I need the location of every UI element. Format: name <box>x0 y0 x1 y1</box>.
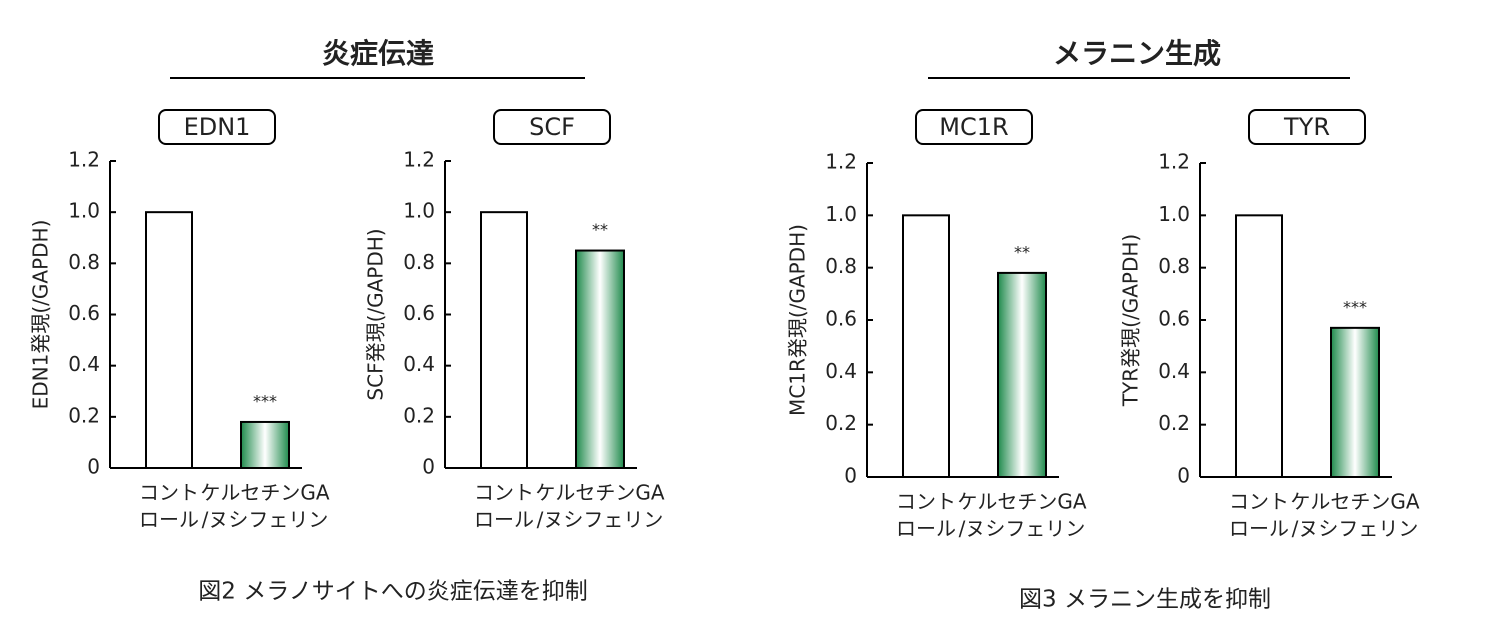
y-tick-label: 0 <box>844 464 857 488</box>
bar <box>1235 214 1283 478</box>
panel-title-box <box>915 109 1033 145</box>
figure-caption: 図2 メラノサイトへの炎症伝達を抑制 <box>198 579 587 605</box>
y-tick-label: 1.0 <box>68 199 100 223</box>
panel-title: EDN1 <box>184 113 251 141</box>
y-axis-label: TYR発現(/GAPDH) <box>1119 234 1143 407</box>
y-tick-label: 0 <box>87 455 100 479</box>
y-tick-label: 0.4 <box>68 352 100 376</box>
significance: *** <box>253 391 277 410</box>
panel-title: TYR <box>1283 113 1330 141</box>
y-tick-label: 0.8 <box>68 250 100 274</box>
y-tick-label: 0.6 <box>825 307 857 331</box>
y-tick-label: 0.8 <box>1158 254 1190 278</box>
y-tick-label: 0.6 <box>68 301 100 325</box>
panel-title: MC1R <box>939 113 1008 141</box>
bar <box>480 211 528 469</box>
y-tick-label: 0 <box>422 455 435 479</box>
x-tick-label: /ヌシフェリン <box>202 508 329 532</box>
panel-title-box <box>1248 109 1366 145</box>
y-tick-label: 1.2 <box>68 148 100 172</box>
x-tick-label: ケルセチンGA <box>535 481 664 505</box>
y-tick-label: 0.4 <box>403 352 435 376</box>
y-tick-label: 0.6 <box>403 301 435 325</box>
x-tick-label: ロール <box>139 508 199 532</box>
x-tick-label: /ヌシフェリン <box>1292 517 1419 541</box>
x-tick-label: ケルセチンGA <box>1290 490 1419 514</box>
y-tick-label: 0.2 <box>68 403 100 427</box>
y-axis-label: EDN1発現(/GAPDH) <box>29 220 53 410</box>
y-tick-label: 0.2 <box>825 411 857 435</box>
bar <box>997 271 1047 478</box>
bar <box>145 211 193 469</box>
y-axis-label: SCF発現(/GAPDH) <box>364 228 388 400</box>
y-tick-label: 1.2 <box>1158 150 1190 174</box>
significance: ** <box>1014 242 1030 261</box>
significance: *** <box>1343 297 1367 316</box>
figure-caption: 図3 メラニン生成を抑制 <box>1019 587 1271 613</box>
panel-title-box <box>158 109 276 145</box>
y-tick-label: 1.0 <box>403 199 435 223</box>
y-tick-label: 1.2 <box>403 148 435 172</box>
y-axis-label: MC1R発現(/GAPDH) <box>786 224 810 416</box>
x-tick-label: コント <box>1229 490 1289 514</box>
y-tick-label: 0.8 <box>403 250 435 274</box>
x-tick-label: コント <box>474 481 534 505</box>
y-tick-label: 0.8 <box>825 254 857 278</box>
x-tick-label: /ヌシフェリン <box>537 508 664 532</box>
bar <box>240 420 290 470</box>
x-tick-label: ケルセチンGA <box>200 481 329 505</box>
x-tick-label: コント <box>896 490 956 514</box>
y-tick-label: 0.4 <box>1158 359 1190 383</box>
y-tick-label: 1.2 <box>825 150 857 174</box>
x-tick-label: /ヌシフェリン <box>959 517 1086 541</box>
group-title: メラニン生成 <box>1053 37 1221 70</box>
y-tick-label: 0.6 <box>1158 307 1190 331</box>
panel-title: SCF <box>529 113 575 141</box>
group-title: 炎症伝達 <box>322 37 434 70</box>
x-tick-label: ロール <box>896 517 956 541</box>
y-tick-label: 0.2 <box>1158 411 1190 435</box>
x-tick-label: コント <box>139 481 199 505</box>
significance: ** <box>592 220 608 239</box>
y-tick-label: 0.4 <box>825 359 857 383</box>
panel-title-box <box>493 109 611 145</box>
x-tick-label: ケルセチンGA <box>957 490 1086 514</box>
bar <box>1330 326 1380 478</box>
bar <box>902 214 950 478</box>
y-tick-label: 0 <box>1177 464 1190 488</box>
y-tick-label: 1.0 <box>1158 202 1190 226</box>
y-tick-label: 0.2 <box>403 403 435 427</box>
y-tick-label: 1.0 <box>825 202 857 226</box>
bar <box>575 249 625 469</box>
x-tick-label: ロール <box>1229 517 1289 541</box>
x-tick-label: ロール <box>474 508 534 532</box>
